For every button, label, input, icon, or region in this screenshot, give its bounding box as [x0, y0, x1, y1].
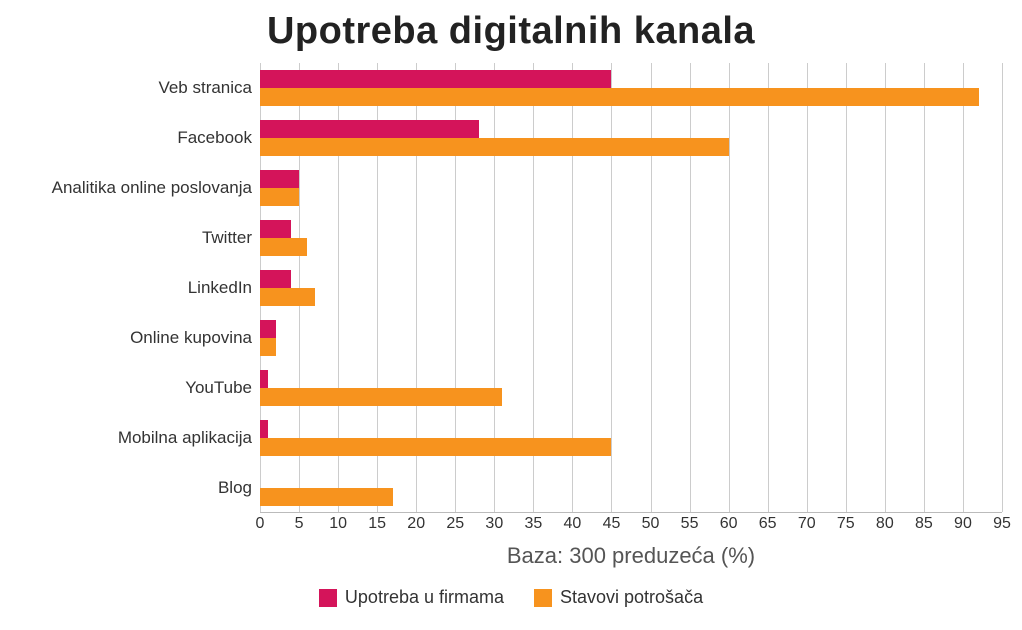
x-tick: 0 — [256, 515, 265, 533]
chart-area: Veb stranicaFacebookAnalitika online pos… — [20, 63, 1002, 513]
bar-series-1 — [260, 438, 611, 456]
bar-series-1 — [260, 138, 729, 156]
bar-group — [260, 213, 1002, 263]
x-tick: 45 — [603, 515, 621, 533]
bar-series-0 — [260, 70, 611, 88]
x-tick: 65 — [759, 515, 777, 533]
bar-series-1 — [260, 188, 299, 206]
bar-series-0 — [260, 320, 276, 338]
legend-swatch — [319, 589, 337, 607]
x-tick: 70 — [798, 515, 816, 533]
gridline — [1002, 63, 1003, 512]
y-axis-labels: Veb stranicaFacebookAnalitika online pos… — [20, 63, 260, 513]
bar-series-1 — [260, 88, 979, 106]
bar-series-0 — [260, 170, 299, 188]
category-label: Analitika online poslovanja — [20, 163, 260, 213]
x-axis-ticks: 05101520253035404550556065707580859095 — [260, 513, 1002, 537]
x-tick: 50 — [642, 515, 660, 533]
chart-title: Upotreba digitalnih kanala — [20, 10, 1002, 53]
bar-group — [260, 63, 1002, 113]
category-label: Twitter — [20, 213, 260, 263]
category-label: Facebook — [20, 113, 260, 163]
x-tick: 10 — [329, 515, 347, 533]
bar-group — [260, 113, 1002, 163]
bar-series-0 — [260, 370, 268, 388]
x-tick: 85 — [915, 515, 933, 533]
bar-group — [260, 313, 1002, 363]
x-tick: 60 — [720, 515, 738, 533]
bar-group — [260, 163, 1002, 213]
category-label: YouTube — [20, 363, 260, 413]
bar-series-1 — [260, 388, 502, 406]
x-tick: 95 — [993, 515, 1011, 533]
category-label: Mobilna aplikacija — [20, 413, 260, 463]
x-tick: 15 — [368, 515, 386, 533]
bars-container — [260, 63, 1002, 512]
legend-item: Upotreba u firmama — [319, 587, 504, 608]
legend-item: Stavovi potrošača — [534, 587, 703, 608]
x-tick: 5 — [295, 515, 304, 533]
plot-area — [260, 63, 1002, 513]
x-tick: 30 — [485, 515, 503, 533]
bar-series-0 — [260, 220, 291, 238]
bar-series-0 — [260, 420, 268, 438]
bar-series-1 — [260, 288, 315, 306]
bar-group — [260, 463, 1002, 513]
bar-series-1 — [260, 488, 393, 506]
bar-series-1 — [260, 338, 276, 356]
bar-group — [260, 413, 1002, 463]
category-label: Blog — [20, 463, 260, 513]
bar-series-0 — [260, 120, 479, 138]
x-tick: 40 — [564, 515, 582, 533]
x-tick: 75 — [837, 515, 855, 533]
legend-label: Stavovi potrošača — [560, 587, 703, 608]
legend-label: Upotreba u firmama — [345, 587, 504, 608]
x-tick: 80 — [876, 515, 894, 533]
x-tick: 90 — [954, 515, 972, 533]
category-label: Online kupovina — [20, 313, 260, 363]
x-tick: 35 — [524, 515, 542, 533]
bar-group — [260, 363, 1002, 413]
bar-group — [260, 263, 1002, 313]
x-tick: 20 — [407, 515, 425, 533]
category-label: LinkedIn — [20, 263, 260, 313]
bar-series-1 — [260, 238, 307, 256]
legend: Upotreba u firmama Stavovi potrošača — [20, 587, 1002, 608]
x-tick: 25 — [446, 515, 464, 533]
bar-series-0 — [260, 270, 291, 288]
x-axis-title: Baza: 300 preduzeća (%) — [260, 543, 1002, 569]
x-tick: 55 — [681, 515, 699, 533]
category-label: Veb stranica — [20, 63, 260, 113]
legend-swatch — [534, 589, 552, 607]
